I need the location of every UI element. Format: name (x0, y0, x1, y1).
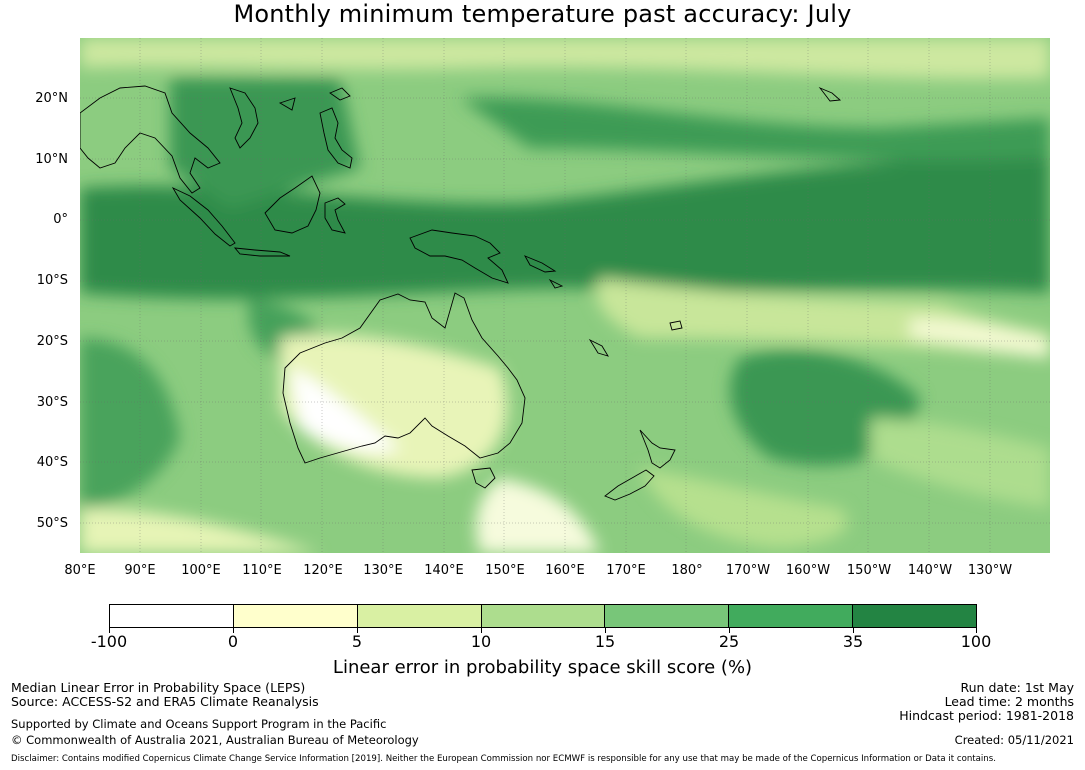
australia-coastline (282, 292, 526, 464)
footer-source: Source: ACCESS-S2 and ERA5 Climate Reana… (11, 694, 319, 709)
lat-label-20s: 20°S (36, 334, 68, 349)
colorbar-tick-label: 25 (718, 632, 740, 651)
footer-method: Median Linear Error in Probability Space… (11, 680, 306, 695)
lat-label-30s: 30°S (36, 395, 68, 410)
lon-label: 150°E (485, 563, 525, 578)
colorbar-tick-label: 5 (351, 632, 363, 651)
colorbar-tick-label: 10 (470, 632, 492, 651)
lat-label-0: 0° (53, 212, 68, 227)
new-zealand-south-coastline (604, 469, 655, 501)
lat-label-10s: 10°S (36, 273, 68, 288)
lon-label: 130°W (967, 563, 1013, 578)
colorbar-segment (110, 605, 234, 627)
colorbar-segment (853, 605, 977, 627)
lon-label: 160°E (545, 563, 585, 578)
java-coastline (233, 247, 291, 257)
lon-label: 140°W (907, 563, 953, 578)
colorbar-segment (729, 605, 854, 627)
footer-run-date: Run date: 1st May (960, 680, 1075, 695)
colorbar-tick (976, 628, 977, 633)
sumatra-coastline (171, 186, 236, 247)
colorbar-tick (109, 628, 110, 633)
map-title: Monthly minimum temperature past accurac… (233, 0, 852, 28)
lat-label-10n: 10°N (35, 152, 68, 167)
colorbar-segment (357, 605, 482, 627)
lon-label: 170°E (606, 563, 646, 578)
lon-label: 140°E (424, 563, 464, 578)
borneo-coastline (264, 175, 321, 234)
lon-label: 90°E (124, 563, 156, 578)
colorbar-segment (233, 605, 358, 627)
philippines-coastline (319, 107, 353, 169)
skill-score-map (80, 38, 1050, 553)
lat-label-20n: 20°N (35, 91, 68, 106)
lat-label-50s: 50°S (36, 516, 68, 531)
lon-label: 130°E (363, 563, 403, 578)
footer-copyright: © Commonwealth of Australia 2021, Austra… (11, 733, 419, 747)
lat-label-40s: 40°S (36, 455, 68, 470)
colorbar-tick-label: 35 (842, 632, 864, 651)
colorbar-segment (605, 605, 730, 627)
colorbar-tick (357, 628, 358, 633)
footer-hindcast: Hindcast period: 1981-2018 (899, 708, 1074, 723)
colorbar-title: Linear error in probability space skill … (332, 657, 753, 678)
lon-label: 160°W (785, 563, 831, 578)
sulawesi-coastline (324, 197, 346, 234)
colorbar-tick-label: 0 (227, 632, 239, 651)
colorbar-tick-label: -100 (90, 632, 128, 651)
lon-label: 150°W (846, 563, 892, 578)
lon-label: 180° (671, 563, 703, 578)
lon-label: 110°E (242, 563, 282, 578)
lon-label: 170°W (725, 563, 771, 578)
new-zealand-north-coastline (639, 429, 676, 469)
indochina-coastline (80, 85, 221, 194)
lon-label: 100°E (181, 563, 221, 578)
colorbar-segment (481, 605, 606, 627)
colorbar-tick (233, 628, 234, 633)
footer-created: Created: 05/11/2021 (954, 733, 1074, 747)
footer-support: Supported by Climate and Oceans Support … (11, 717, 387, 731)
tasmania-coastline (471, 467, 496, 489)
colorbar-tick-label: 15 (594, 632, 616, 651)
colorbar-tick-label: 100 (960, 632, 992, 651)
colorbar-tick (605, 628, 606, 633)
colorbar-tick (729, 628, 730, 633)
vietnam-coastline (229, 87, 259, 149)
lon-label: 80°E (64, 563, 96, 578)
colorbar-tick (481, 628, 482, 633)
footer-lead-time: Lead time: 2 months (944, 694, 1074, 709)
colorbar (109, 604, 977, 628)
colorbar-tick (853, 628, 854, 633)
footer-disclaimer: Disclaimer: Contains modified Copernicus… (11, 754, 996, 764)
new-guinea-coastline (409, 229, 509, 284)
lon-label: 120°E (303, 563, 343, 578)
